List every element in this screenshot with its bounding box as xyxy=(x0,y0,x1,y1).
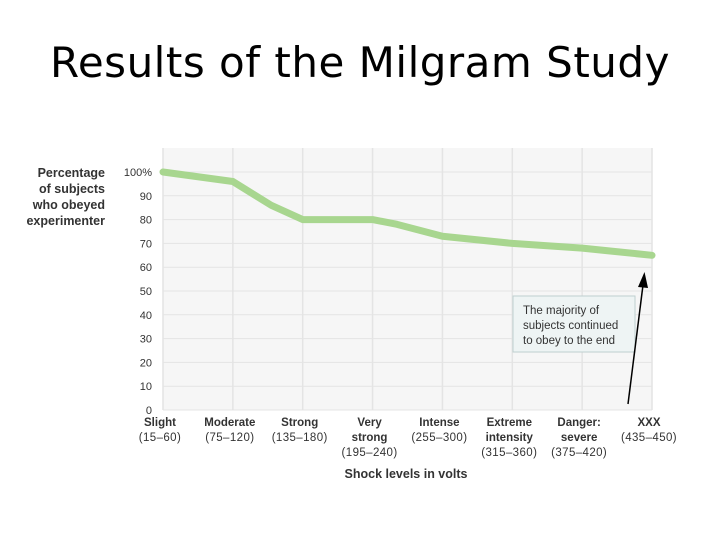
y-axis-label-line: experimenter xyxy=(26,214,105,228)
x-tick-range: (195–240) xyxy=(342,447,398,459)
y-axis-label-line: Percentage xyxy=(38,166,105,180)
x-tick-range: (75–120) xyxy=(205,432,254,444)
data-point xyxy=(511,242,513,244)
y-tick-label: 90 xyxy=(140,191,152,203)
data-point xyxy=(581,247,583,249)
annotation-text: The majority of subjects continued to obey… xyxy=(523,305,618,347)
y-axis-label: Percentage of subjects who obeyed experimen… xyxy=(26,166,105,228)
y-tick-label: 20 xyxy=(140,357,152,369)
x-axis-label: Shock levels in volts xyxy=(345,467,468,481)
y-tick-label: 0 xyxy=(146,405,152,417)
x-tick-range: (375–420) xyxy=(551,447,607,459)
x-tick-label-line: intensity xyxy=(486,432,534,444)
data-point xyxy=(162,171,164,173)
x-tick-label: Strong xyxy=(281,417,318,429)
x-tick-label-line: Slight xyxy=(144,417,176,429)
x-tick-label: Intense xyxy=(419,417,459,429)
x-tick-range: (315–360) xyxy=(481,447,537,459)
data-point xyxy=(302,219,304,221)
x-tick-label-line: XXX xyxy=(637,417,660,429)
y-tick-label: 40 xyxy=(140,310,152,322)
data-point xyxy=(396,223,398,225)
x-tick-range: (255–300) xyxy=(411,432,467,444)
annotation-text-line: The majority of xyxy=(523,305,600,317)
x-tick-range: (435–450) xyxy=(621,432,677,444)
y-tick-label: 50 xyxy=(140,286,152,298)
x-tick-label-line: Danger: xyxy=(557,417,600,429)
y-tick-label: 70 xyxy=(140,238,152,250)
annotation-text-line: subjects continued xyxy=(523,320,618,332)
x-tick-label: Slight xyxy=(144,417,176,429)
x-tick-label-line: Moderate xyxy=(204,417,255,429)
annotation-box xyxy=(512,295,636,353)
y-axis-label-line: who obeyed xyxy=(32,198,105,212)
annotation-text-line: to obey to the end xyxy=(523,335,615,347)
x-tick-label: Very strong xyxy=(352,417,388,444)
data-point xyxy=(651,254,653,256)
y-tick-label: 100% xyxy=(124,167,152,179)
y-tick-label: 60 xyxy=(140,262,152,274)
x-tick-label-line: strong xyxy=(352,432,388,444)
x-tick-label-line: Intense xyxy=(419,417,459,429)
y-tick-label: 30 xyxy=(140,334,152,346)
y-tick-label: 80 xyxy=(140,215,152,227)
data-point xyxy=(232,181,234,183)
x-tick-label: Moderate xyxy=(204,417,255,429)
x-tick-label-line: Very xyxy=(357,417,382,429)
x-tick-label-line: Strong xyxy=(281,417,318,429)
data-point xyxy=(441,235,443,237)
annotation-arrow-line xyxy=(627,284,644,405)
slide-title: Results of the Milgram Study xyxy=(50,38,670,87)
y-axis-label-line: of subjects xyxy=(39,182,105,196)
x-tick-label-line: Extreme xyxy=(487,417,532,429)
x-tick-label: XXX xyxy=(637,417,660,429)
x-tick-label: Extreme intensity xyxy=(486,417,534,444)
series-line xyxy=(159,168,656,259)
x-tick-range: (15–60) xyxy=(139,432,181,444)
x-tick-label: Danger: severe xyxy=(557,417,600,444)
y-tick-label: 10 xyxy=(140,381,152,393)
x-tick-range: (135–180) xyxy=(272,432,328,444)
x-tick-label-line: severe xyxy=(561,432,597,444)
data-point xyxy=(372,219,374,221)
data-point xyxy=(270,204,272,206)
annotation-arrow-head xyxy=(638,272,648,288)
